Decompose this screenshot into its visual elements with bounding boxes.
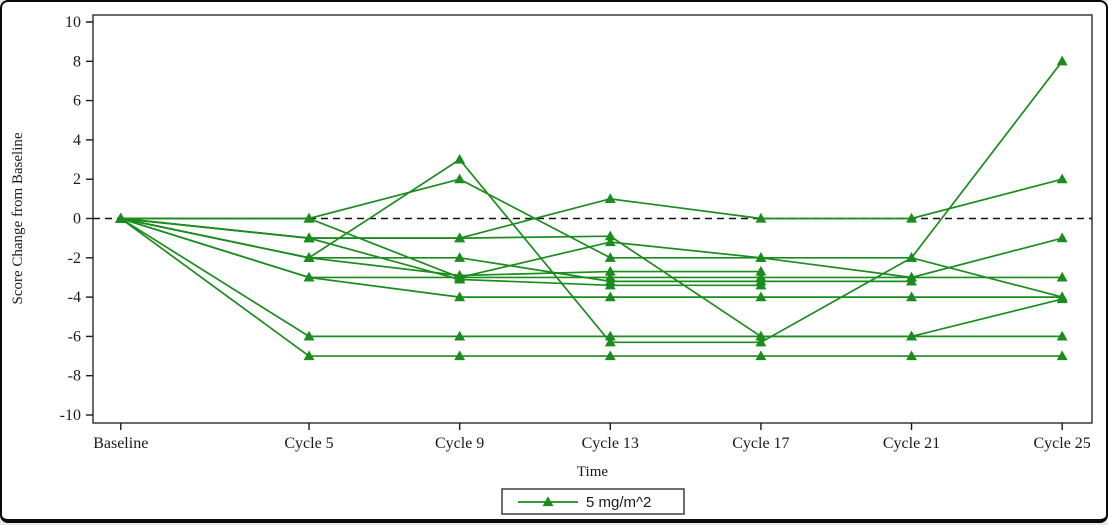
- y-tick-label: -10: [60, 407, 81, 424]
- triangle-marker: [454, 269, 466, 280]
- y-tick-label: 0: [73, 211, 81, 228]
- y-tick-label: -4: [68, 289, 81, 306]
- y-tick-label: 10: [65, 14, 81, 31]
- triangle-marker: [542, 496, 554, 507]
- series-line: [120, 217, 1063, 357]
- triangle-marker: [1056, 330, 1068, 341]
- triangle-marker: [454, 252, 466, 262]
- triangle-marker: [454, 291, 466, 302]
- triangle-marker: [755, 252, 767, 262]
- y-tick-label: 4: [73, 132, 81, 149]
- triangle-marker: [906, 291, 917, 302]
- series-line: [120, 178, 1063, 298]
- x-tick-label: Cycle 9: [435, 435, 484, 452]
- triangle-marker: [1056, 291, 1068, 302]
- triangle-marker: [604, 265, 616, 276]
- x-axis-title: Time: [577, 464, 608, 480]
- triangle-marker: [755, 265, 767, 276]
- triangle-marker: [1056, 173, 1068, 184]
- y-tick-label: -2: [68, 250, 81, 267]
- triangle-marker: [303, 212, 315, 223]
- triangle-marker: [604, 193, 616, 203]
- triangle-marker: [604, 350, 616, 361]
- triangle-marker: [755, 330, 767, 341]
- triangle-marker: [604, 252, 616, 262]
- triangle-marker: [906, 252, 917, 262]
- triangle-marker: [906, 330, 917, 341]
- triangle-marker: [755, 291, 767, 302]
- triangle-marker: [454, 173, 466, 184]
- x-tick-label: Cycle 5: [284, 435, 333, 452]
- triangle-marker: [755, 350, 767, 361]
- triangle-marker: [454, 350, 466, 361]
- triangle-marker: [604, 279, 616, 290]
- triangle-marker: [906, 350, 917, 361]
- triangle-marker: [454, 153, 466, 164]
- triangle-marker: [906, 212, 917, 223]
- y-tick-label: 2: [73, 171, 81, 188]
- triangle-marker: [303, 271, 315, 282]
- triangle-marker: [1056, 271, 1068, 282]
- y-tick-label: 8: [73, 53, 81, 70]
- x-tick-label: Baseline: [93, 435, 148, 452]
- y-tick-label: -6: [68, 328, 81, 345]
- triangle-marker: [115, 212, 127, 223]
- triangle-marker: [303, 350, 315, 361]
- triangle-marker: [755, 212, 767, 223]
- triangle-marker: [906, 275, 917, 286]
- triangle-marker: [1056, 350, 1068, 361]
- triangle-marker: [303, 330, 315, 341]
- series-line: [120, 178, 1063, 239]
- y-tick-label: 6: [73, 93, 81, 110]
- triangle-marker: [454, 330, 466, 341]
- triangle-marker: [604, 236, 616, 247]
- y-tick-label: -8: [68, 368, 81, 385]
- triangle-marker: [755, 336, 767, 347]
- triangle-marker: [755, 279, 767, 290]
- legend-label: 5 mg/m^2: [586, 494, 651, 511]
- triangle-marker: [604, 291, 616, 302]
- triangle-marker: [604, 336, 616, 347]
- triangle-marker: [454, 232, 466, 243]
- triangle-marker: [303, 232, 315, 243]
- x-tick-label: Cycle 21: [883, 435, 940, 452]
- y-axis-title: Score Change from Baseline: [10, 132, 26, 304]
- triangle-marker: [1056, 55, 1068, 66]
- series-line: [120, 60, 1063, 344]
- x-tick-label: Cycle 25: [1033, 435, 1090, 452]
- triangle-marker: [1056, 232, 1068, 243]
- triangle-marker: [303, 252, 315, 262]
- x-tick-label: Cycle 17: [732, 435, 789, 452]
- x-tick-label: Cycle 13: [582, 435, 639, 452]
